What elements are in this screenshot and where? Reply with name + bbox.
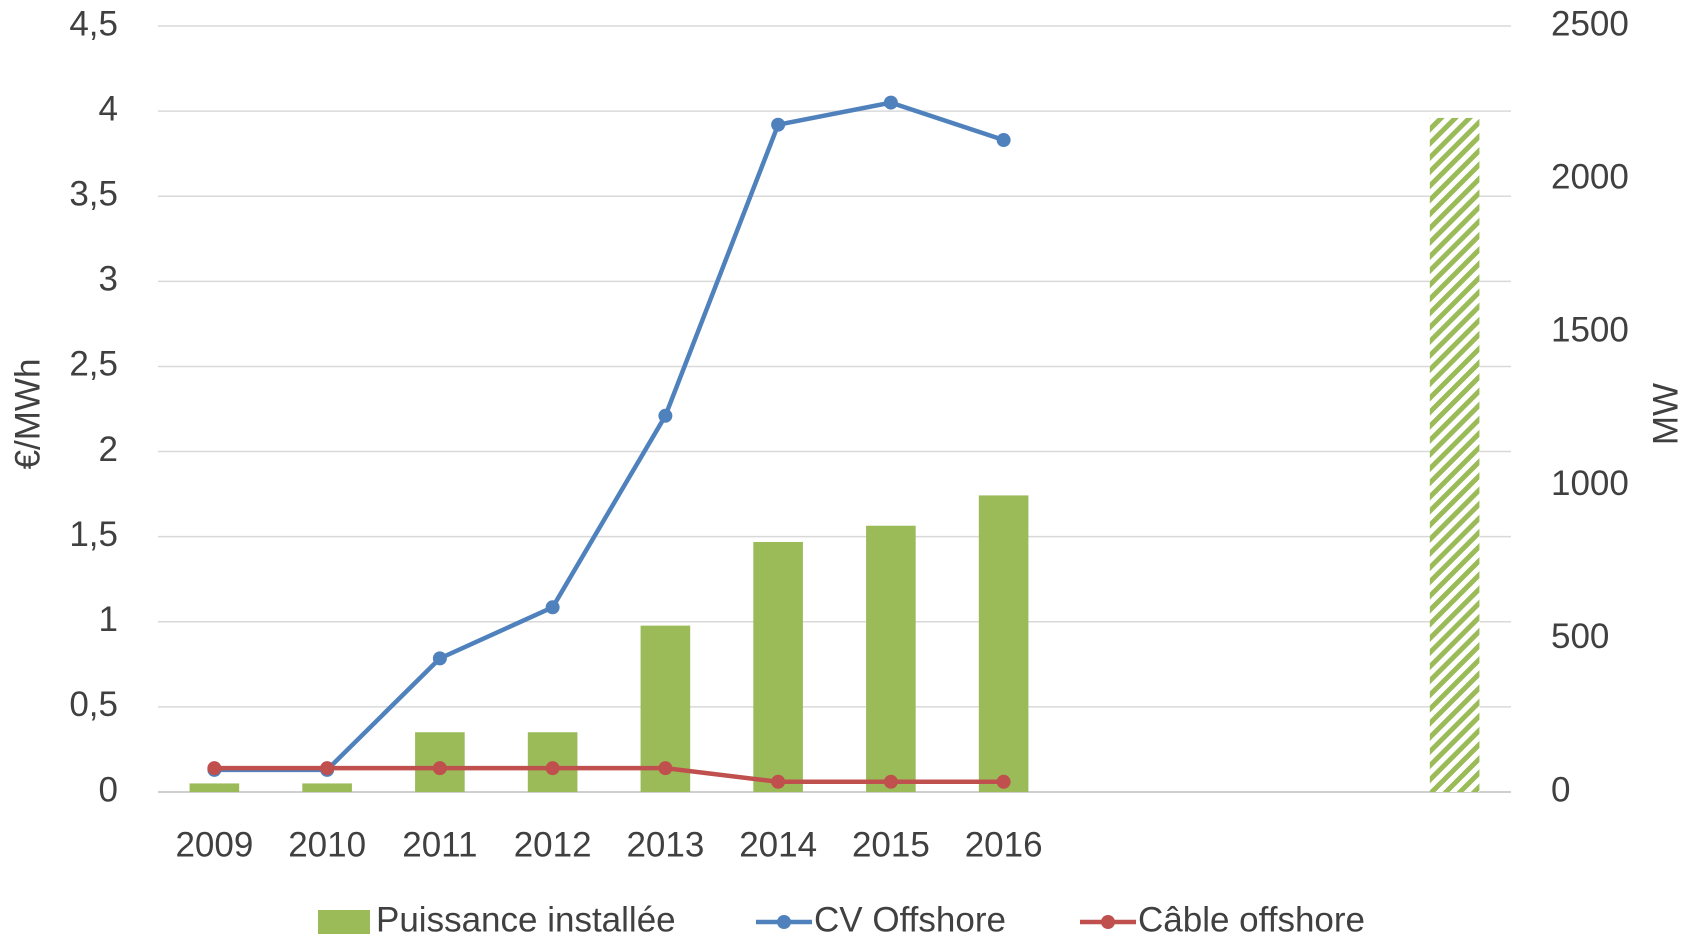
line-marker — [432, 761, 447, 776]
line-marker — [658, 408, 673, 423]
y-tick-label: 4 — [99, 89, 118, 128]
bar — [302, 783, 352, 792]
x-tick-label: 2015 — [852, 825, 930, 864]
legend-swatch — [318, 910, 370, 934]
bar — [753, 541, 803, 792]
legend-label: CV Offshore — [814, 900, 1006, 939]
line-marker — [771, 774, 786, 789]
line — [214, 100, 1005, 773]
y-tick-label: 4,5 — [69, 4, 118, 43]
line-marker — [432, 651, 447, 666]
line-marker — [545, 761, 560, 776]
y2-tick-label: 1000 — [1551, 464, 1629, 503]
line-marker — [883, 774, 898, 789]
y2-tick-label: 1500 — [1551, 311, 1629, 350]
legend-label: Puissance installée — [376, 900, 676, 939]
line-marker — [771, 117, 786, 132]
y2-tick-label: 0 — [1551, 770, 1570, 809]
x-tick-label: 2012 — [514, 825, 592, 864]
legend-swatch — [777, 915, 791, 929]
legend-label: Câble offshore — [1138, 900, 1365, 939]
x-tick-label: 2013 — [626, 825, 704, 864]
bar — [1429, 117, 1480, 793]
bar — [978, 495, 1029, 792]
line-marker — [320, 761, 335, 776]
line — [214, 765, 1004, 785]
x-tick-label: 2014 — [739, 825, 817, 864]
y-tick-label: 0 — [99, 770, 118, 809]
x-tick-label: 2016 — [965, 825, 1043, 864]
y-tick-label: 3,5 — [69, 174, 118, 213]
line-marker — [996, 774, 1011, 789]
y2-tick-label: 2000 — [1551, 157, 1629, 196]
y2-tick-label: 500 — [1551, 617, 1609, 656]
y2-tick-label: 2500 — [1551, 4, 1629, 43]
bar — [866, 525, 916, 792]
legend-swatch — [1101, 915, 1115, 929]
y-tick-label: 3 — [99, 260, 118, 299]
line-marker — [207, 761, 222, 776]
x-tick-label: 2010 — [288, 825, 366, 864]
x-tick-label: 2009 — [175, 825, 253, 864]
line-marker — [658, 761, 673, 776]
y-tick-label: 1 — [99, 600, 118, 639]
y-tick-label: 2 — [99, 430, 118, 469]
line-marker — [883, 95, 898, 110]
line-marker — [996, 133, 1011, 148]
y-tick-label: 0,5 — [69, 685, 118, 724]
y2-axis-title: MW — [1646, 383, 1685, 445]
bar — [189, 783, 240, 792]
y-tick-label: 1,5 — [69, 515, 118, 554]
line-marker — [545, 600, 560, 615]
y-axis-title: €/MWh — [8, 359, 47, 470]
x-tick-label: 2011 — [402, 825, 477, 864]
y-tick-label: 2,5 — [69, 345, 118, 384]
